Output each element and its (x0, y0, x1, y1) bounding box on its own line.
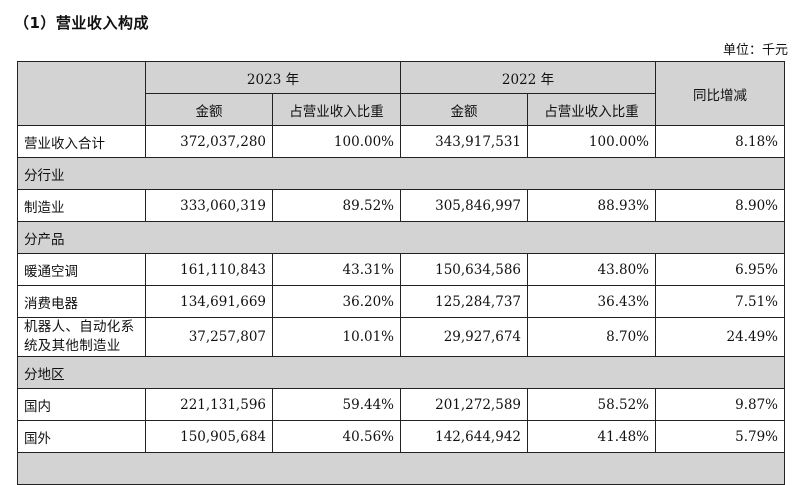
cell-amount-2022: 305,846,997 (400, 189, 528, 222)
header-row-years: 2023 年 2022 年 同比增减 (17, 61, 785, 126)
header-year-2022: 2022 年 (400, 61, 656, 94)
cell-amount-2023: 221,131,596 (145, 388, 273, 421)
row-label: 暖通空调 (17, 253, 146, 286)
table-row: 国内 221,131,596 59.44% 201,272,589 58.52%… (17, 388, 785, 421)
row-label: 营业收入合计 (17, 125, 146, 158)
cell-amount-2023: 37,257,807 (145, 317, 273, 357)
section-label-region: 分地区 (17, 356, 785, 389)
cell-yoy: 6.95% (655, 253, 785, 286)
section-label-product: 分产品 (17, 221, 785, 254)
section-label-industry: 分行业 (17, 157, 785, 190)
row-label: 国外 (17, 420, 146, 453)
table-row: 机器人、自动化系统及其他制造业 37,257,807 10.01% 29,927… (17, 317, 785, 357)
cell-amount-2022: 29,927,674 (400, 317, 528, 357)
header-year-2023: 2023 年 (145, 61, 401, 94)
cell-amount-2022: 150,634,586 (400, 253, 528, 286)
cell-yoy: 9.87% (655, 388, 785, 421)
unit-label: 单位：千元 (722, 43, 788, 58)
cell-amount-2022: 201,272,589 (400, 388, 528, 421)
cell-amount-2022: 343,917,531 (400, 125, 528, 158)
row-label: 制造业 (17, 189, 146, 222)
cell-ratio-2022: 41.48% (527, 420, 656, 453)
cell-ratio-2022: 43.80% (527, 253, 656, 286)
table-row: 国外 150,905,684 40.56% 142,644,942 41.48%… (17, 420, 785, 453)
cell-ratio-2023: 89.52% (272, 189, 401, 222)
cell-yoy: 8.18% (655, 125, 785, 158)
cell-amount-2023: 333,060,319 (145, 189, 273, 222)
cell-ratio-2023: 36.20% (272, 285, 401, 318)
table-row: 制造业 333,060,319 89.52% 305,846,997 88.93… (17, 189, 785, 222)
cell-amount-2023: 150,905,684 (145, 420, 273, 453)
cell-ratio-2022: 8.70% (527, 317, 656, 357)
row-label: 国内 (17, 388, 146, 421)
cell-yoy: 24.49% (655, 317, 785, 357)
section-row-industry: 分行业 (17, 157, 785, 190)
row-label: 机器人、自动化系统及其他制造业 (17, 317, 146, 357)
table-row: 消费电器 134,691,669 36.20% 125,284,737 36.4… (17, 285, 785, 318)
header-row-columns: 金额 占营业收入比重 金额 占营业收入比重 (18, 93, 785, 126)
cell-yoy: 7.51% (655, 285, 785, 318)
cell-yoy: 8.90% (655, 189, 785, 222)
cell-amount-2022: 142,644,942 (400, 420, 528, 453)
cell-amount-2022: 125,284,737 (400, 285, 528, 318)
header-amount-2022: 金额 (400, 93, 528, 126)
revenue-composition-table: 2023 年 2022 年 同比增减 金额 占营业收入比重 金额 占营业收入比重… (17, 61, 785, 485)
cell-amount-2023: 372,037,280 (145, 125, 273, 158)
cell-ratio-2023: 59.44% (272, 388, 401, 421)
header-ratio-2022: 占营业收入比重 (527, 93, 656, 126)
cell-ratio-2022: 36.43% (527, 285, 656, 318)
cell-ratio-2023: 10.01% (272, 317, 401, 357)
cell-ratio-2022: 58.52% (527, 388, 656, 421)
header-blank-cell (17, 61, 146, 126)
cell-ratio-2022: 100.00% (527, 125, 656, 158)
trailing-gray-cell (17, 452, 785, 485)
cell-ratio-2023: 40.56% (272, 420, 401, 453)
section-title: （1）营业收入构成 (14, 14, 149, 32)
cell-amount-2023: 134,691,669 (145, 285, 273, 318)
trailing-gray-row (17, 452, 785, 485)
header-ratio-2023: 占营业收入比重 (272, 93, 401, 126)
table-row: 暖通空调 161,110,843 43.31% 150,634,586 43.8… (17, 253, 785, 286)
cell-ratio-2022: 88.93% (527, 189, 656, 222)
cell-ratio-2023: 100.00% (272, 125, 401, 158)
section-row-product: 分产品 (17, 221, 785, 254)
cell-amount-2023: 161,110,843 (145, 253, 273, 286)
section-row-region: 分地区 (17, 356, 785, 389)
cell-ratio-2023: 43.31% (272, 253, 401, 286)
row-label: 消费电器 (17, 285, 146, 318)
cell-yoy: 5.79% (655, 420, 785, 453)
total-row: 营业收入合计 372,037,280 100.00% 343,917,531 1… (17, 125, 785, 158)
header-amount-2023: 金额 (145, 93, 273, 126)
header-yoy: 同比增减 (655, 61, 785, 126)
